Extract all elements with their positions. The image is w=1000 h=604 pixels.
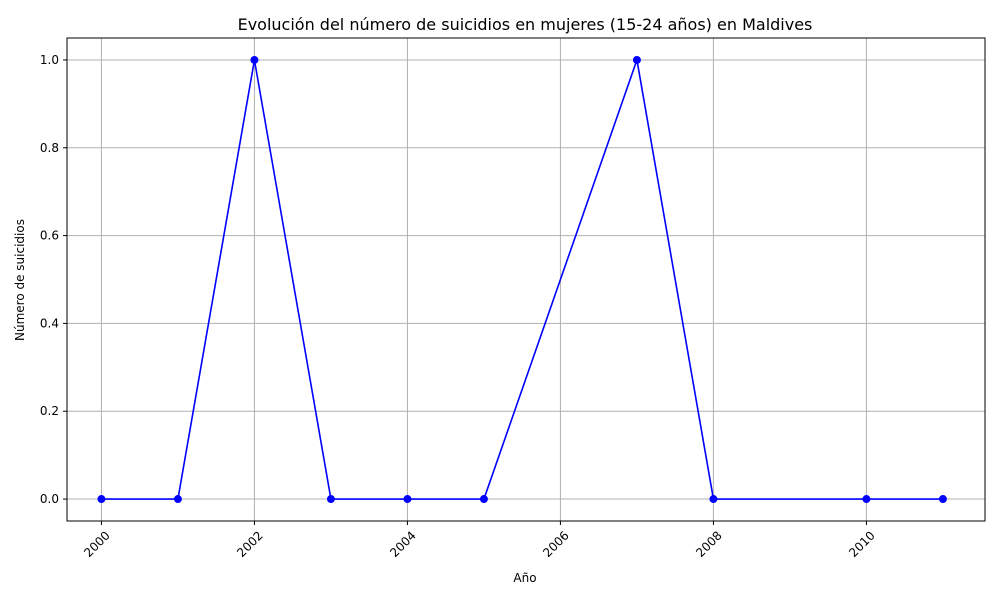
series-line bbox=[101, 56, 943, 500]
y-tick-label: 0.0 bbox=[40, 492, 59, 506]
y-axis-label: Número de suicidios bbox=[13, 219, 27, 341]
x-tick-label: 2004 bbox=[387, 528, 418, 559]
y-axis-ticks: 0.0 0.2 0.4 0.6 0.8 1.0 bbox=[40, 53, 67, 506]
data-point bbox=[479, 495, 488, 504]
x-tick-label: 2006 bbox=[540, 528, 571, 559]
data-point bbox=[632, 55, 641, 64]
chart-title: Evolución del número de suicidios en muj… bbox=[238, 15, 813, 34]
x-tick-label: 2002 bbox=[234, 528, 265, 559]
data-point bbox=[250, 55, 259, 64]
data-point bbox=[403, 495, 412, 504]
x-axis-ticks: 2000 2002 2004 2006 2008 2010 bbox=[81, 521, 878, 560]
y-tick-label: 0.4 bbox=[40, 316, 59, 330]
data-point bbox=[97, 495, 106, 504]
x-tick-label: 2000 bbox=[81, 528, 112, 559]
y-tick-label: 0.6 bbox=[40, 229, 59, 243]
data-point bbox=[173, 495, 182, 504]
x-axis-label: Año bbox=[513, 571, 536, 585]
data-point bbox=[938, 495, 947, 504]
data-point bbox=[326, 495, 335, 504]
x-tick-label: 2010 bbox=[846, 528, 877, 559]
y-tick-label: 0.2 bbox=[40, 404, 59, 418]
data-point bbox=[709, 495, 718, 504]
y-tick-label: 1.0 bbox=[40, 53, 59, 67]
series-layer bbox=[97, 55, 947, 504]
x-tick-label: 2008 bbox=[693, 528, 724, 559]
data-point bbox=[862, 495, 871, 504]
y-tick-label: 0.8 bbox=[40, 141, 59, 155]
grid bbox=[67, 38, 985, 521]
plot-frame bbox=[66, 37, 986, 522]
